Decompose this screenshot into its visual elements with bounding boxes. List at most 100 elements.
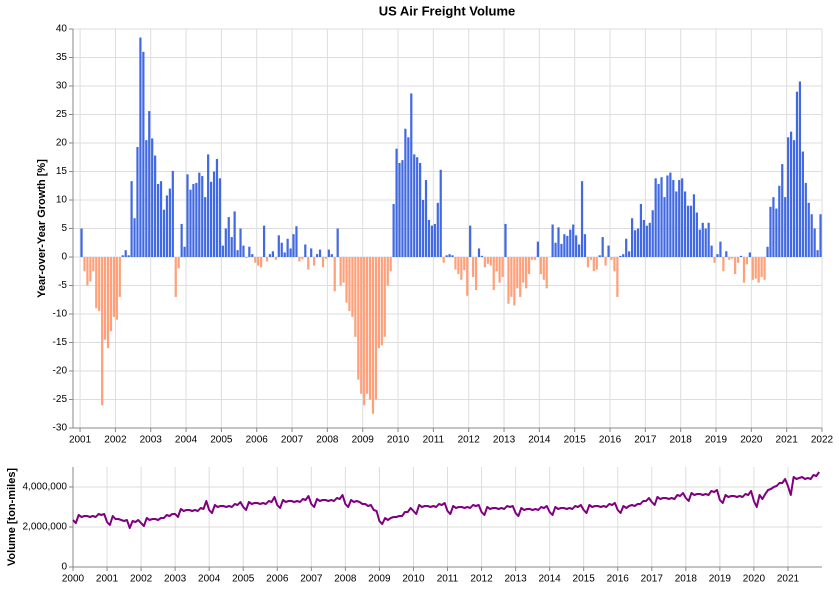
bar	[401, 160, 404, 257]
bar	[168, 188, 171, 257]
bar	[616, 257, 619, 297]
bar	[339, 257, 342, 286]
bar	[280, 242, 283, 257]
bar	[583, 234, 587, 257]
bar	[754, 257, 757, 279]
x-tick-label: 2020	[740, 435, 763, 446]
bar	[321, 257, 325, 268]
bar	[819, 214, 822, 257]
bar	[678, 180, 681, 257]
bar	[572, 224, 575, 257]
bar	[642, 219, 645, 257]
bar	[121, 255, 124, 257]
bar	[586, 257, 590, 268]
bar	[654, 178, 657, 257]
y-tick-label: -5	[58, 280, 67, 291]
bar	[477, 248, 481, 257]
bar	[148, 111, 151, 257]
bar	[333, 257, 336, 292]
bar	[271, 251, 275, 257]
bar	[457, 257, 460, 275]
bar	[383, 257, 386, 337]
x-tick-label: 2009	[352, 435, 375, 446]
bar	[504, 223, 507, 257]
bar	[460, 257, 463, 280]
bar	[156, 184, 160, 257]
bar	[92, 257, 95, 272]
y-axis-title: Volume [ton-miles]	[6, 468, 18, 567]
bar	[689, 205, 693, 257]
bar	[772, 197, 775, 257]
bar	[692, 194, 696, 257]
bar	[795, 91, 799, 257]
bar	[230, 237, 233, 257]
bar	[789, 131, 793, 257]
bar	[707, 222, 710, 257]
bar	[545, 257, 548, 289]
bar	[792, 140, 796, 257]
bar	[330, 254, 333, 257]
bar	[516, 257, 519, 289]
bar	[345, 257, 348, 303]
bar	[109, 257, 113, 332]
bar	[492, 257, 495, 291]
bar	[380, 257, 383, 346]
x-tick-label: 2004	[175, 435, 198, 446]
x-tick-label: 2019	[709, 574, 732, 585]
bar	[575, 235, 578, 257]
bar	[804, 182, 807, 257]
bar	[731, 257, 734, 259]
bar	[336, 228, 339, 257]
bar	[598, 255, 601, 257]
bar	[578, 244, 581, 257]
x-tick-label: 2006	[246, 435, 269, 446]
bar	[351, 257, 354, 317]
bar	[560, 243, 563, 257]
bar	[513, 257, 516, 306]
bar	[407, 137, 410, 257]
bar	[736, 257, 740, 263]
bar	[542, 257, 545, 280]
bar	[180, 223, 183, 257]
bar	[566, 235, 569, 257]
bar	[781, 164, 784, 257]
x-tick-label: 2014	[539, 574, 562, 585]
bar	[569, 229, 572, 257]
bar	[633, 230, 637, 257]
bar	[716, 254, 719, 257]
x-tick-label: 2017	[641, 574, 664, 585]
x-tick-label: 2008	[316, 435, 339, 446]
y-tick-label: 20	[56, 138, 68, 149]
bar	[389, 257, 392, 272]
bar	[215, 158, 219, 257]
bar	[445, 255, 448, 257]
x-tick-label: 2018	[670, 435, 693, 446]
bar	[130, 181, 133, 257]
bar	[589, 257, 592, 260]
bar	[236, 250, 239, 257]
bar	[239, 228, 242, 257]
bar	[265, 257, 269, 262]
x-tick-label: 2001	[96, 574, 119, 585]
bar	[262, 225, 266, 257]
bar	[657, 184, 660, 257]
y-tick-label: 25	[56, 109, 68, 120]
bar	[363, 257, 366, 406]
x-tick-label: 2016	[607, 574, 630, 585]
bar	[348, 257, 351, 312]
bar	[171, 170, 174, 257]
x-tick-label: 2021	[776, 435, 799, 446]
bar	[778, 185, 781, 257]
bar	[327, 249, 330, 257]
bar	[274, 257, 277, 260]
x-tick-label: 2004	[198, 574, 221, 585]
bar	[292, 234, 295, 257]
bar	[159, 181, 163, 257]
x-tick-label: 2008	[334, 574, 357, 585]
y-tick-label: 30	[56, 81, 68, 92]
bar	[681, 178, 684, 257]
bar	[704, 228, 707, 257]
bar	[307, 257, 310, 270]
bar	[186, 174, 189, 257]
